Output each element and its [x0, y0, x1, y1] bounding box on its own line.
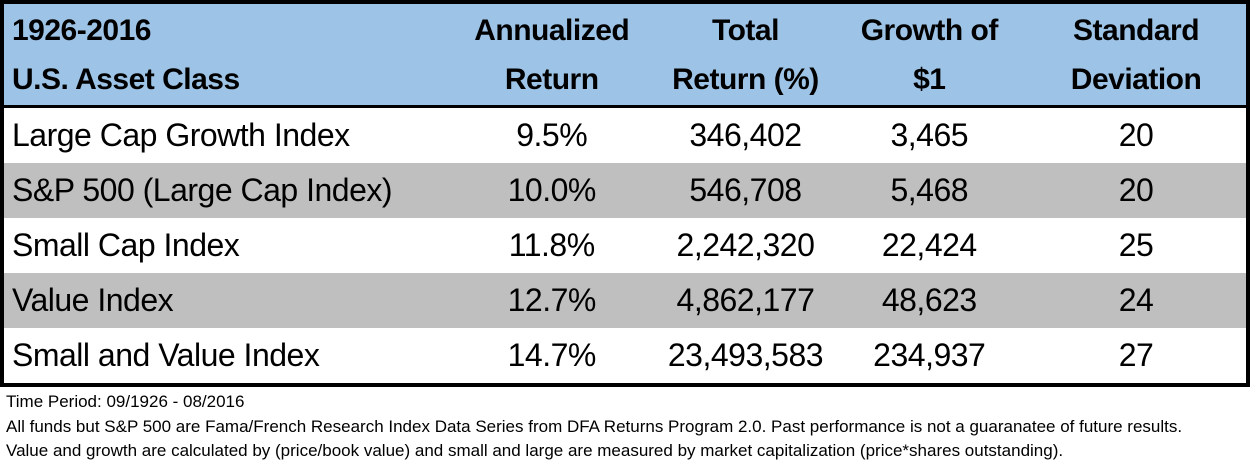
header-total-return-line1: Total: [711, 13, 779, 47]
asset-class-cell: Small and Value Index: [12, 337, 320, 373]
table-row-large-cap-growth: Large Cap Growth Index 9.5% 346,402 3,46…: [4, 108, 1246, 163]
header-stddev-line1: Standard: [1073, 13, 1200, 47]
footnote-time-period: Time Period: 09/1926 - 08/2016: [6, 392, 245, 411]
standard-deviation-cell: 27: [1118, 337, 1154, 373]
header-asset-class: 1926-2016 U.S. Asset Class: [4, 4, 445, 105]
asset-class-cell: Large Cap Growth Index: [12, 117, 350, 153]
total-return-cell: 4,862,177: [676, 282, 815, 318]
asset-class-cell: Value Index: [12, 282, 174, 318]
asset-class-cell: S&P 500 (Large Cap Index): [12, 172, 393, 208]
header-growth-line1: Growth of: [860, 13, 999, 47]
header-total-return: Total Return (%): [659, 4, 833, 105]
total-return-cell: 346,402: [689, 117, 802, 153]
annualized-return-cell: 10.0%: [507, 172, 597, 208]
total-return-cell: 23,493,583: [667, 337, 824, 373]
table-row-small-and-value: Small and Value Index 14.7% 23,493,583 2…: [4, 328, 1246, 383]
header-period-label: 1926-2016: [12, 13, 151, 47]
header-total-return-line2: Return (%): [672, 62, 819, 96]
annualized-return-cell: 12.7%: [507, 282, 597, 318]
header-annualized-line2: Return: [504, 62, 599, 96]
header-growth-of-1: Growth of $1: [832, 4, 1026, 105]
table-row-small-cap: Small Cap Index 11.8% 2,242,320 22,424 2…: [4, 218, 1246, 273]
footnote-data-source: All funds but S&P 500 are Fama/French Re…: [6, 416, 1183, 436]
standard-deviation-cell: 20: [1118, 172, 1154, 208]
table-header-row: 1926-2016 U.S. Asset Class Annualized Re…: [4, 4, 1246, 108]
header-stddev-line2: Deviation: [1070, 62, 1202, 96]
growth-of-1-cell: 48,623: [881, 282, 977, 318]
growth-of-1-cell: 22,424: [881, 227, 977, 263]
header-asset-class-label: U.S. Asset Class: [12, 62, 240, 96]
header-annualized-return: Annualized Return: [445, 4, 659, 105]
header-annualized-line1: Annualized: [474, 13, 630, 47]
growth-of-1-cell: 5,468: [890, 172, 969, 208]
standard-deviation-cell: 20: [1118, 117, 1154, 153]
header-growth-line2: $1: [913, 62, 946, 96]
annualized-return-cell: 11.8%: [508, 227, 595, 263]
total-return-cell: 546,708: [689, 172, 802, 208]
table-row-sp500: S&P 500 (Large Cap Index) 10.0% 546,708 …: [4, 163, 1246, 218]
asset-class-cell: Small Cap Index: [12, 227, 240, 263]
annualized-return-cell: 14.7%: [507, 337, 597, 373]
footnote-methodology: Value and growth are calculated by (pric…: [6, 441, 1064, 460]
growth-of-1-cell: 3,465: [890, 117, 969, 153]
header-standard-deviation: Standard Deviation: [1026, 4, 1246, 105]
standard-deviation-cell: 25: [1118, 227, 1154, 263]
table-row-value: Value Index 12.7% 4,862,177 48,623 24: [4, 273, 1246, 328]
total-return-cell: 2,242,320: [676, 227, 815, 263]
standard-deviation-cell: 24: [1118, 282, 1154, 318]
asset-class-returns-table: 1926-2016 U.S. Asset Class Annualized Re…: [0, 0, 1250, 387]
table-body: Large Cap Growth Index 9.5% 346,402 3,46…: [4, 108, 1246, 383]
footnotes: Time Period: 09/1926 - 08/2016 All funds…: [0, 387, 1253, 464]
growth-of-1-cell: 234,937: [873, 337, 986, 373]
annualized-return-cell: 9.5%: [516, 117, 588, 153]
